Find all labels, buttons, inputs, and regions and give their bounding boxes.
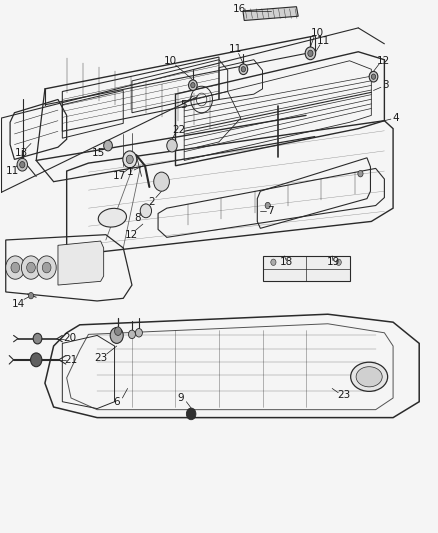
Text: 17: 17 xyxy=(113,172,127,181)
Text: 11: 11 xyxy=(317,36,330,46)
Circle shape xyxy=(123,151,137,168)
Text: 8: 8 xyxy=(134,213,141,223)
Circle shape xyxy=(265,203,270,209)
Circle shape xyxy=(128,330,135,338)
Text: 12: 12 xyxy=(377,56,390,66)
Text: 6: 6 xyxy=(113,397,120,407)
Circle shape xyxy=(186,408,196,419)
Circle shape xyxy=(42,262,51,273)
Circle shape xyxy=(31,353,42,367)
Text: 10: 10 xyxy=(311,28,324,38)
Text: 11: 11 xyxy=(6,166,19,176)
Text: 4: 4 xyxy=(392,113,399,123)
Circle shape xyxy=(239,64,248,75)
Text: 5: 5 xyxy=(180,100,187,110)
Polygon shape xyxy=(58,241,104,285)
Text: 22: 22 xyxy=(172,125,186,135)
Circle shape xyxy=(135,328,142,337)
Circle shape xyxy=(369,71,378,82)
Circle shape xyxy=(271,259,276,265)
Circle shape xyxy=(308,50,313,56)
Text: 13: 13 xyxy=(14,148,28,158)
Circle shape xyxy=(140,204,152,217)
Text: 7: 7 xyxy=(267,206,274,216)
Text: 2: 2 xyxy=(148,197,155,207)
Text: 23: 23 xyxy=(337,390,350,400)
Text: 20: 20 xyxy=(64,333,77,343)
Circle shape xyxy=(11,262,20,273)
Circle shape xyxy=(110,327,123,343)
Ellipse shape xyxy=(351,362,388,391)
Polygon shape xyxy=(262,256,350,281)
Text: 1: 1 xyxy=(127,167,133,177)
Text: 21: 21 xyxy=(64,355,78,365)
Circle shape xyxy=(241,67,246,72)
Circle shape xyxy=(21,256,41,279)
Ellipse shape xyxy=(356,367,382,387)
Text: 19: 19 xyxy=(326,257,339,267)
Circle shape xyxy=(167,139,177,152)
Text: 23: 23 xyxy=(94,353,107,362)
Circle shape xyxy=(191,83,195,88)
Text: 14: 14 xyxy=(12,298,25,309)
Circle shape xyxy=(371,74,376,79)
Text: 15: 15 xyxy=(92,148,105,158)
Circle shape xyxy=(154,172,170,191)
Circle shape xyxy=(188,80,197,91)
Circle shape xyxy=(358,171,363,177)
Circle shape xyxy=(305,47,316,60)
Text: 16: 16 xyxy=(233,4,246,14)
Circle shape xyxy=(37,256,56,279)
Polygon shape xyxy=(243,7,298,20)
Ellipse shape xyxy=(98,208,127,227)
Circle shape xyxy=(20,161,25,168)
Text: 12: 12 xyxy=(124,230,138,240)
Text: 18: 18 xyxy=(280,257,293,267)
Circle shape xyxy=(115,327,121,335)
Circle shape xyxy=(33,333,42,344)
Circle shape xyxy=(126,155,133,164)
Circle shape xyxy=(104,140,113,151)
Circle shape xyxy=(27,262,35,273)
Text: 10: 10 xyxy=(164,56,177,66)
Text: 3: 3 xyxy=(382,80,389,90)
Circle shape xyxy=(6,256,25,279)
Text: 9: 9 xyxy=(177,393,184,403)
Circle shape xyxy=(17,158,28,171)
Circle shape xyxy=(28,293,34,299)
Text: 11: 11 xyxy=(229,44,242,54)
Circle shape xyxy=(336,259,341,265)
